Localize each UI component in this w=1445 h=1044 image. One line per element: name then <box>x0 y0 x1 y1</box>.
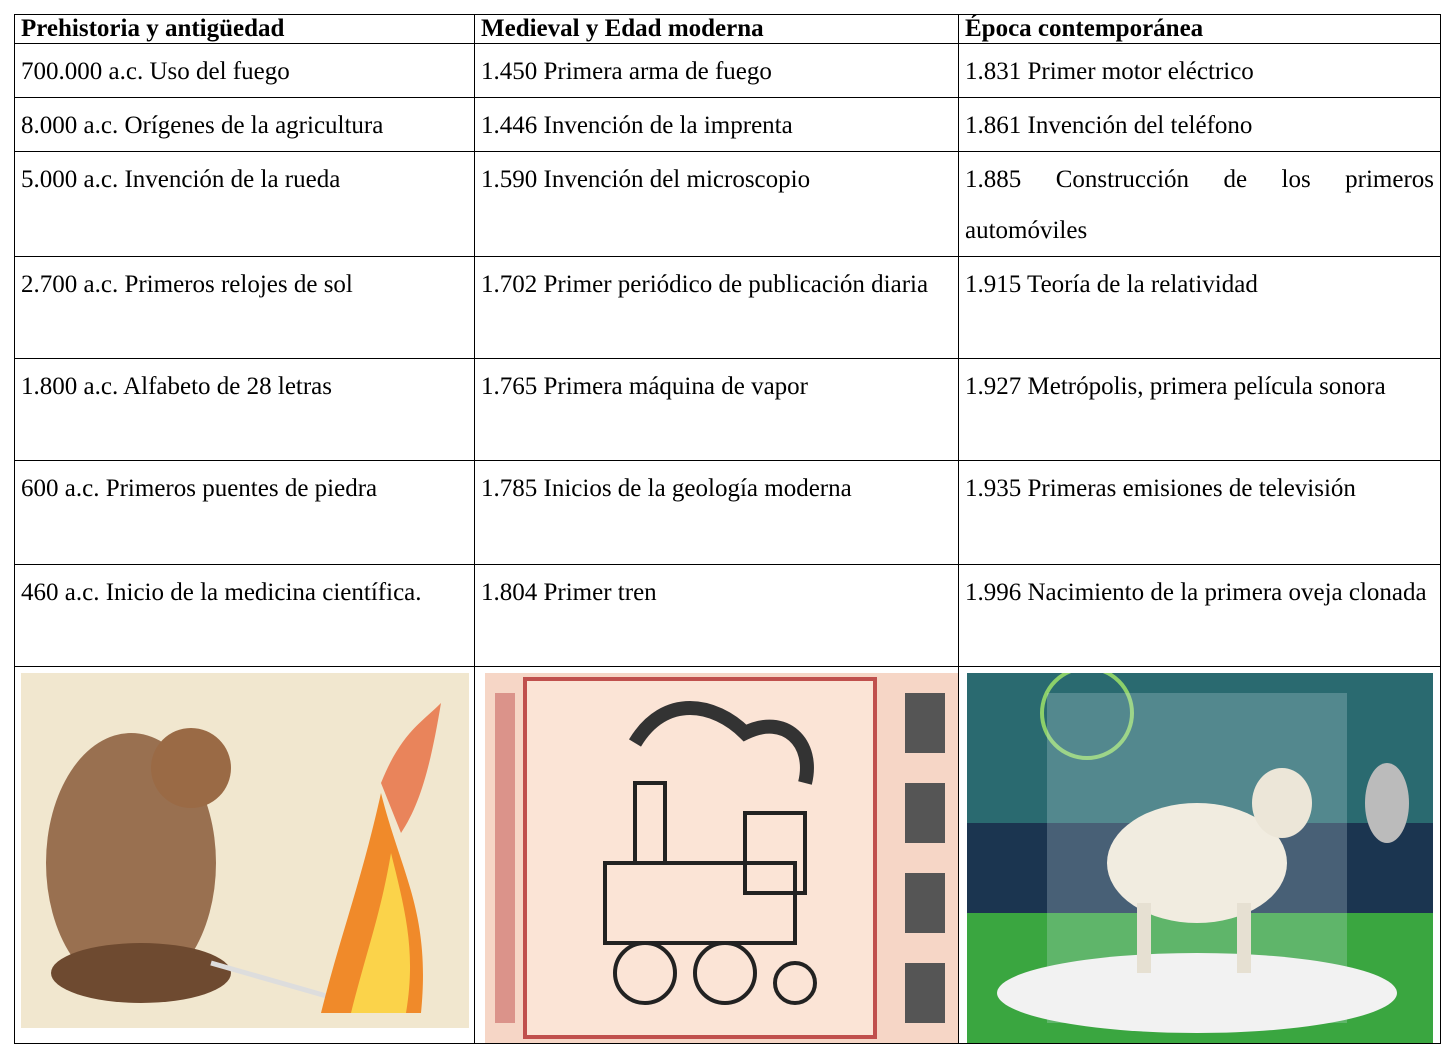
table-cell: 1.996 Nacimiento de la primera oveja clo… <box>958 564 1441 667</box>
image-row <box>14 666 1441 1044</box>
table-cell: 1.765 Primera máquina de vapor <box>474 358 959 461</box>
table-body: 700.000 a.c. Uso del fuego 1.450 Primera … <box>14 43 1441 667</box>
image-cell <box>958 666 1441 1044</box>
table-row: 460 a.c. Inicio de la medicina científic… <box>14 564 1441 667</box>
table-cell: 700.000 a.c. Uso del fuego <box>14 43 475 98</box>
table-cell: 1.831 Primer motor eléctrico <box>958 43 1441 98</box>
fire-painting <box>21 673 469 1028</box>
table-cell: 1.590 Invención del microscopio <box>474 151 959 257</box>
table-cell: 1.861 Invención del teléfono <box>958 97 1441 152</box>
header-cell: Medieval y Edad moderna <box>474 14 959 44</box>
header-cell: Prehistoria y antigüedad <box>14 14 475 44</box>
timeline-table: Prehistoria y antigüedad Medieval y Edad… <box>14 14 1441 1044</box>
sheep-display <box>967 673 1433 1043</box>
table-cell: 1.785 Inicios de la geología moderna <box>474 460 959 565</box>
table-row: 600 a.c. Primeros puentes de piedra 1.785… <box>14 460 1441 565</box>
table-row: 700.000 a.c. Uso del fuego 1.450 Primera … <box>14 43 1441 98</box>
table-row: 2.700 a.c. Primeros relojes de sol 1.702 … <box>14 256 1441 359</box>
table-cell: 1.800 a.c. Alfabeto de 28 letras <box>14 358 475 461</box>
table-cell: 1.927 Metrópolis, primera película sonor… <box>958 358 1441 461</box>
table-cell: 2.700 a.c. Primeros relojes de sol <box>14 256 475 359</box>
train-ticket <box>485 673 958 1043</box>
table-cell: 1.935 Primeras emisiones de televisión <box>958 460 1441 565</box>
table-cell: 1.804 Primer tren <box>474 564 959 667</box>
table-row: 8.000 a.c. Orígenes de la agricultura 1.4… <box>14 97 1441 152</box>
table-row: 1.800 a.c. Alfabeto de 28 letras 1.765 Pr… <box>14 358 1441 461</box>
image-cell <box>474 666 959 1044</box>
table-cell: 1.450 Primera arma de fuego <box>474 43 959 98</box>
table-cell: 8.000 a.c. Orígenes de la agricultura <box>14 97 475 152</box>
header-cell: Época contemporánea <box>958 14 1441 44</box>
header-row: Prehistoria y antigüedad Medieval y Edad… <box>14 14 1441 44</box>
table-cell: 600 a.c. Primeros puentes de piedra <box>14 460 475 565</box>
image-cell <box>14 666 475 1044</box>
table-cell: 1.446 Invención de la imprenta <box>474 97 959 152</box>
table-cell: 460 a.c. Inicio de la medicina científic… <box>14 564 475 667</box>
table-cell: 1.885 Construcción de los primeros autom… <box>958 151 1441 257</box>
table-cell: 1.915 Teoría de la relatividad <box>958 256 1441 359</box>
table-cell: 1.702 Primer periódico de publicación di… <box>474 256 959 359</box>
table-row: 5.000 a.c. Invención de la rueda 1.590 In… <box>14 151 1441 257</box>
table-cell: 5.000 a.c. Invención de la rueda <box>14 151 475 257</box>
